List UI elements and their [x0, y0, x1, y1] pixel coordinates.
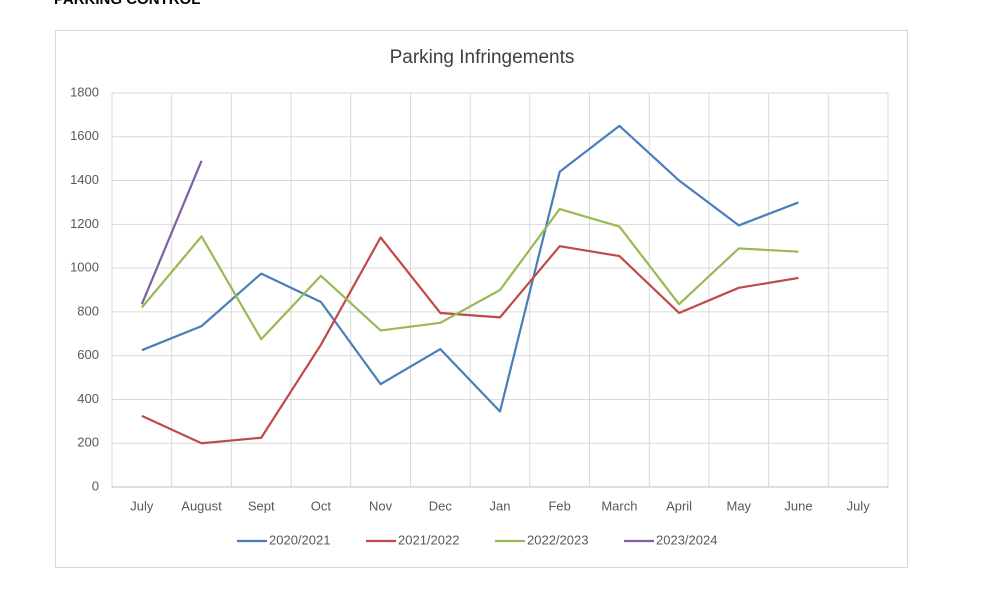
legend-label: 2023/2024 [656, 532, 717, 547]
x-tick-label: Nov [369, 498, 393, 513]
x-tick-label: June [784, 498, 812, 513]
x-tick-label: May [726, 498, 751, 513]
y-tick-label: 800 [77, 303, 99, 318]
x-tick-label: July [130, 498, 154, 513]
y-tick-label: 1800 [70, 84, 99, 99]
series-line [141, 124, 799, 413]
x-tick-label: July [847, 498, 871, 513]
y-tick-label: 1200 [70, 216, 99, 231]
heading: PARKING CONTROL [54, 0, 200, 8]
series-line [140, 160, 203, 305]
legend-label: 2022/2023 [527, 532, 588, 547]
legend-label: 2021/2022 [398, 532, 459, 547]
y-tick-label: 1400 [70, 172, 99, 187]
y-tick-label: 1600 [70, 128, 99, 143]
series-line [141, 236, 799, 445]
x-tick-label: August [181, 498, 222, 513]
y-tick-label: 400 [77, 391, 99, 406]
chart-title: Parking Infringements [390, 47, 575, 68]
x-tick-label: Oct [311, 498, 332, 513]
series-line [141, 207, 799, 341]
y-tick-label: 1000 [70, 260, 99, 275]
legend-label: 2020/2021 [269, 532, 330, 547]
y-tick-label: 0 [92, 478, 99, 493]
y-tick-label: 600 [77, 347, 99, 362]
x-tick-label: April [666, 498, 692, 513]
x-tick-label: March [601, 498, 637, 513]
x-tick-label: Sept [248, 498, 275, 513]
x-tick-label: Feb [548, 498, 570, 513]
x-tick-label: Jan [490, 498, 511, 513]
y-tick-label: 200 [77, 435, 99, 450]
x-tick-label: Dec [429, 498, 453, 513]
